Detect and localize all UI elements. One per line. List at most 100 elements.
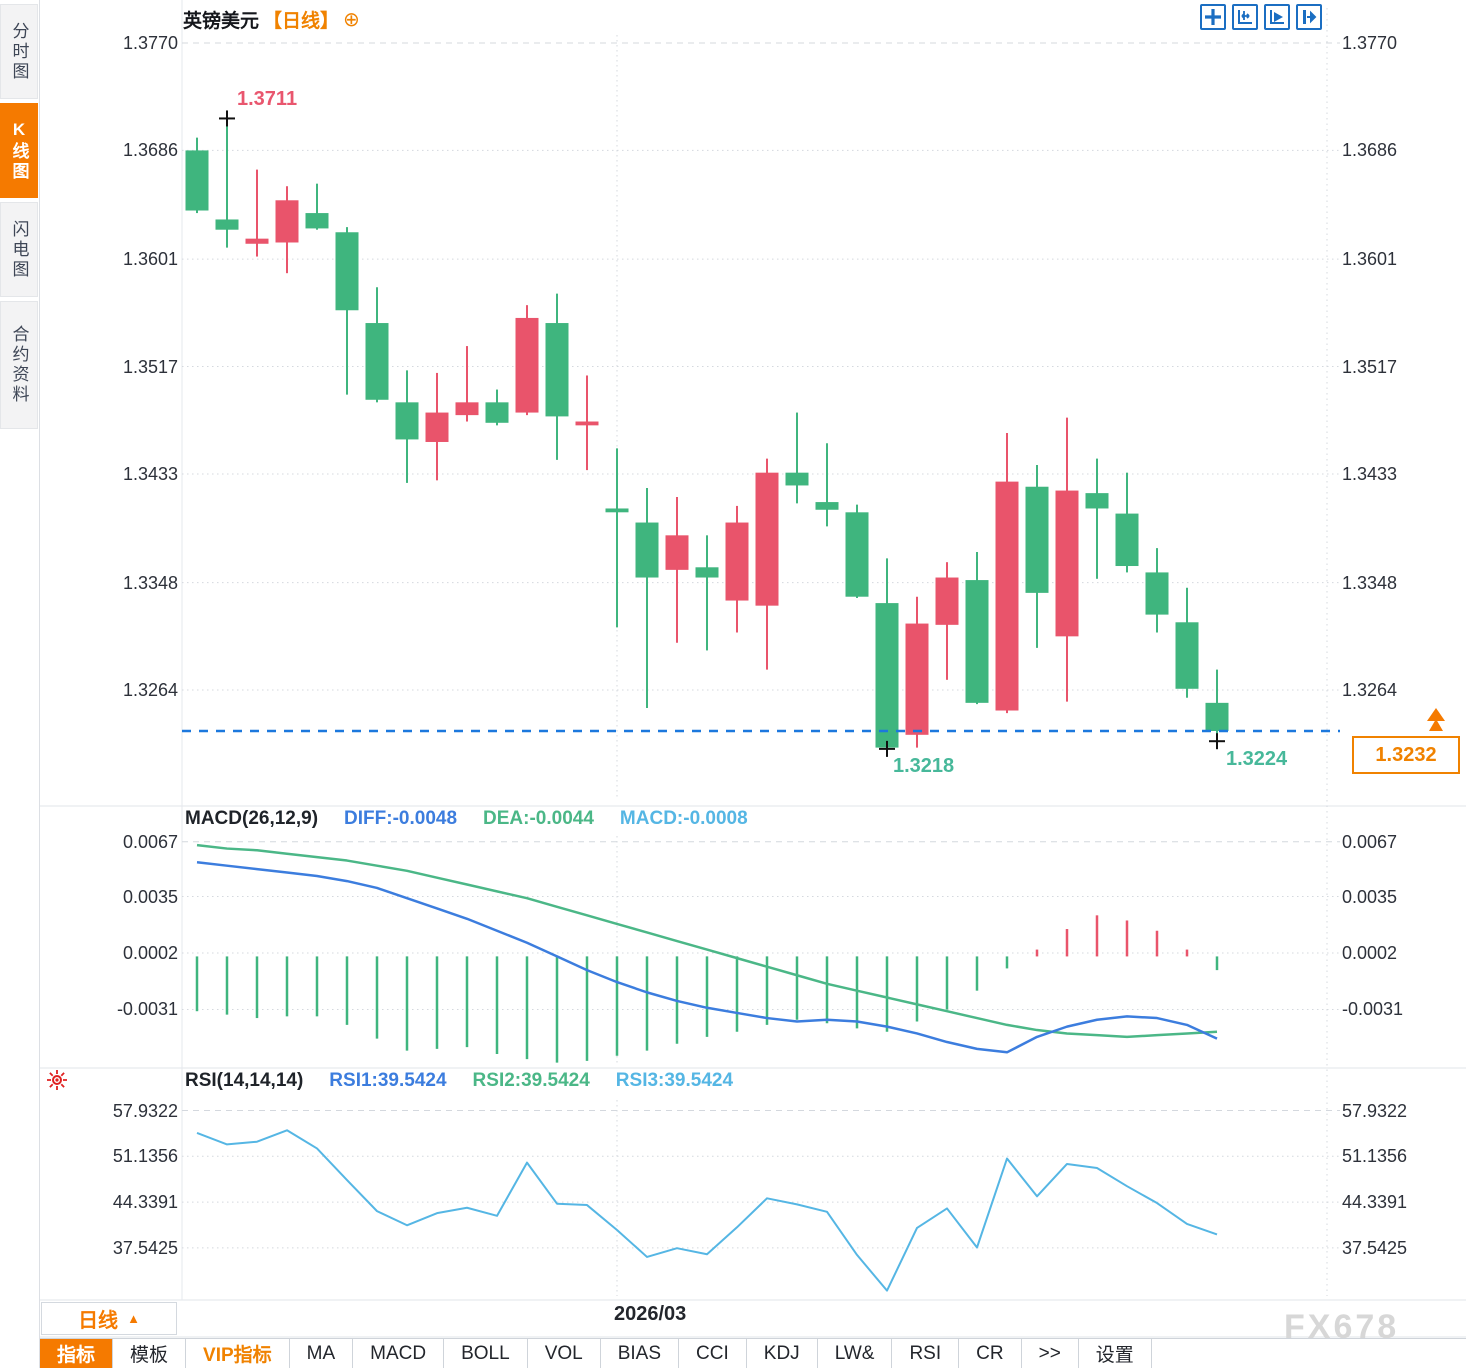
toolbar-button-MA[interactable]: MA: [289, 1339, 354, 1368]
candle-body: [725, 522, 749, 601]
current-price-tag: 1.3232: [1352, 736, 1460, 774]
candle-body: [875, 603, 899, 748]
toolbar-button-设置[interactable]: 设置: [1078, 1339, 1152, 1368]
macd-diff-value: DIFF:-0.0048: [344, 808, 458, 829]
candle-body: [395, 402, 419, 440]
axis-tick-label: 0.0067: [1342, 831, 1398, 852]
candle-body: [665, 535, 689, 570]
axis-tick-label: 0.0002: [1342, 943, 1398, 963]
candle-body: [185, 150, 209, 211]
play-axis-icon[interactable]: [1264, 4, 1290, 30]
axis-tick-label: 57.9322: [112, 1100, 178, 1121]
fit-axis-icon[interactable]: [1232, 4, 1258, 30]
crosshair-icon[interactable]: [1200, 4, 1226, 30]
rsi2-value: RSI2:39.5424: [472, 1070, 590, 1091]
toolbar-button-MACD[interactable]: MACD: [353, 1339, 445, 1368]
high-price-label: 1.3711: [237, 88, 298, 110]
candle-body: [335, 232, 359, 311]
toolbar-button-VOL[interactable]: VOL: [527, 1339, 601, 1368]
axis-tick-label: 44.3391: [112, 1192, 178, 1213]
chevron-up-icon: ▲: [127, 1311, 140, 1326]
pan-right-icon[interactable]: [1296, 4, 1322, 30]
period-tag: 【日线】: [263, 11, 340, 32]
axis-tick-label: 1.3264: [1342, 680, 1398, 701]
indicator-settings-sun-icon[interactable]: [45, 1068, 69, 1097]
rsi-header: RSI(14,14,14) RSI1:39.5424 RSI2:39.5424 …: [185, 1070, 733, 1092]
axis-tick-label: 1.3433: [122, 463, 178, 484]
axis-tick-label: 1.3517: [1342, 356, 1398, 377]
candle-body: [1205, 702, 1229, 731]
candle-body: [215, 219, 239, 230]
candle-body: [245, 238, 269, 244]
candle-body: [545, 323, 569, 417]
candle-body: [785, 472, 809, 486]
macd-header: MACD(26,12,9) DIFF:-0.0048 DEA:-0.0044 M…: [185, 808, 748, 830]
macd-dea-value: DEA:-0.0044: [483, 808, 594, 829]
axis-tick-label: 0.0035: [1342, 886, 1398, 907]
axis-tick-label: 51.1356: [1342, 1146, 1408, 1167]
axis-tick-label: 37.5425: [112, 1237, 178, 1258]
candle-body: [1115, 513, 1139, 567]
candle-body: [425, 412, 449, 442]
axis-tick-label: 44.3391: [1342, 1192, 1408, 1213]
axis-tick-label: 1.3770: [1342, 33, 1398, 53]
candle-body: [1085, 493, 1109, 509]
axis-tick-label: 1.3348: [1342, 572, 1398, 593]
sidebar-tab-3[interactable]: 闪电图: [0, 202, 38, 297]
x-axis-date-label: 2026/03: [614, 1303, 687, 1325]
candle-body: [575, 421, 599, 426]
sidebar-tab-1[interactable]: 分时图: [0, 4, 38, 99]
macd-params-label: MACD(26,12,9): [185, 808, 319, 829]
period-selector[interactable]: 日线 ▲: [41, 1302, 177, 1335]
candle-body: [845, 512, 869, 597]
toolbar-button-BIAS[interactable]: BIAS: [600, 1339, 680, 1368]
axis-tick-label: 37.5425: [1342, 1237, 1408, 1258]
axis-tick-label: 57.9322: [1342, 1100, 1408, 1121]
add-overlay-icon[interactable]: ⊕: [343, 8, 360, 31]
axis-tick-label: 1.3433: [1342, 463, 1398, 484]
toolbar-button-RSI[interactable]: RSI: [892, 1339, 960, 1368]
candle-body: [1145, 572, 1169, 615]
candle-body: [635, 522, 659, 578]
candle-body: [1025, 486, 1049, 593]
toolbar-button-模板[interactable]: 模板: [113, 1339, 187, 1368]
axis-tick-label: 51.1356: [112, 1146, 178, 1167]
candle-body: [455, 402, 479, 416]
rsi-line: [196, 1129, 1218, 1292]
candle-body: [365, 323, 389, 400]
candle-body: [695, 567, 719, 578]
axis-tick-label: -0.0031: [1342, 999, 1404, 1020]
candle-body: [815, 502, 839, 510]
sidebar-tab-2[interactable]: K线图: [0, 103, 38, 198]
toolbar-button-VIP指标[interactable]: VIP指标: [186, 1339, 290, 1368]
axis-tick-label: 0.0035: [122, 886, 178, 907]
toolbar-button-CR[interactable]: CR: [959, 1339, 1022, 1368]
period-selector-label: 日线: [78, 1310, 119, 1332]
candle-body: [995, 481, 1019, 711]
candle-body: [935, 577, 959, 625]
sidebar-tab-4[interactable]: 合约资料: [0, 301, 38, 429]
rsi3-value: RSI3:39.5424: [615, 1070, 734, 1091]
axis-tick-label: 1.3517: [122, 356, 178, 377]
candle-body: [1175, 622, 1199, 689]
toolbar-button-指标[interactable]: 指标: [40, 1339, 114, 1368]
axis-tick-label: 1.3264: [122, 680, 178, 701]
rsi-params-label: RSI(14,14,14): [185, 1070, 304, 1091]
axis-tick-label: 0.0067: [122, 831, 178, 852]
price-arrow-icon: [1429, 719, 1443, 731]
toolbar-button-LW&[interactable]: LW&: [817, 1339, 893, 1368]
axis-tick-label: 1.3686: [1342, 140, 1398, 161]
candle-body: [965, 580, 989, 703]
candle-body: [1055, 490, 1079, 637]
toolbar-button-CCI[interactable]: CCI: [679, 1339, 747, 1368]
candle-body: [305, 213, 329, 229]
chart-tools: [1200, 4, 1322, 30]
axis-tick-label: 1.3601: [122, 249, 178, 270]
toolbar-button-KDJ[interactable]: KDJ: [746, 1339, 818, 1368]
axis-tick-label: 1.3686: [122, 140, 178, 161]
candle-body: [515, 317, 539, 413]
axis-tick-label: 1.3601: [1342, 249, 1398, 270]
toolbar-button->>[interactable]: >>: [1021, 1339, 1079, 1368]
toolbar-button-BOLL[interactable]: BOLL: [444, 1339, 528, 1368]
